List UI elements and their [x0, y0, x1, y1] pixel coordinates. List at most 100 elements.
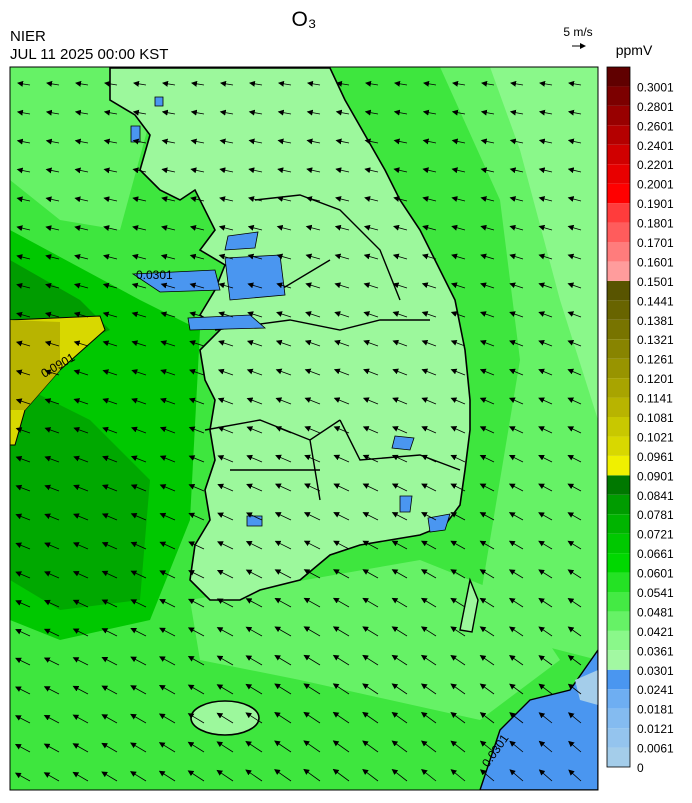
wind-arrow	[274, 740, 292, 753]
low-patch	[130, 96, 451, 533]
wind-arrow	[567, 282, 582, 289]
colorbar-box	[607, 261, 630, 281]
wind-arrow	[303, 512, 321, 521]
wind-arrow	[391, 512, 408, 521]
wind-arrow	[304, 483, 321, 492]
wind-arrow	[450, 397, 466, 405]
wind-arrow	[538, 253, 553, 260]
wind-arrow	[392, 311, 408, 318]
unit: ppmV	[616, 42, 653, 58]
wind-arrow	[16, 311, 31, 318]
wind-arrow	[391, 768, 408, 782]
colorbar-box	[607, 339, 630, 359]
wind-arrow	[538, 282, 553, 289]
wind-arrow	[158, 713, 176, 724]
wind-arrow	[362, 512, 379, 521]
wind-arrow	[422, 138, 437, 145]
wind-arrow	[245, 683, 263, 695]
wind-arrow	[72, 570, 89, 579]
wind-arrow	[246, 339, 263, 347]
wind-arrow	[101, 714, 118, 724]
colorbar-label: 0.1261	[637, 353, 674, 367]
colorbar-box	[607, 475, 630, 495]
wind-arrow	[539, 80, 553, 87]
wind-arrow	[479, 569, 495, 579]
wind-arrow	[219, 80, 234, 87]
wind-arrow	[277, 167, 292, 174]
colorbar-box	[607, 358, 630, 379]
wind-arrow	[44, 369, 60, 376]
wind-arrow	[16, 196, 31, 203]
wind-arrow	[450, 512, 466, 521]
wind-arrow	[450, 311, 466, 318]
wind-arrow	[44, 427, 60, 434]
wind-arrow	[217, 368, 234, 376]
wind-arrow	[103, 138, 118, 145]
wind-arrow	[450, 769, 466, 782]
wind-arrow	[45, 109, 60, 116]
wind-arrow	[567, 483, 582, 492]
wind-arrow	[509, 282, 524, 289]
wind-arrow	[159, 570, 176, 579]
wind-arrow	[364, 80, 379, 87]
map-frame	[9, 66, 599, 791]
wind-arrow	[246, 397, 263, 405]
field-patch	[10, 67, 150, 230]
wind-arrow	[43, 714, 60, 724]
wind-arrow	[72, 657, 89, 666]
wind-arrow	[508, 597, 524, 608]
wind-arrow	[538, 426, 553, 434]
wind-arrow	[217, 426, 234, 434]
wind-arrow	[391, 683, 408, 695]
wind-arrow	[394, 80, 408, 87]
wind-arrow	[189, 282, 205, 289]
wind-arrow	[188, 570, 205, 579]
field-patch	[10, 380, 150, 610]
wind-arrow	[43, 743, 60, 753]
wind-arrow	[274, 655, 292, 666]
wind-arrow	[162, 80, 176, 87]
wind-arrow	[15, 571, 31, 579]
colorbar-label: 0.0781	[637, 508, 674, 522]
wind-arrow	[245, 569, 263, 579]
wind-arrow	[568, 740, 582, 753]
colorbar-label: 0.1201	[637, 372, 674, 386]
wind-arrow	[74, 138, 89, 145]
wind-arrow	[303, 740, 321, 753]
wind-arrow	[102, 455, 118, 463]
wind-arrow	[75, 80, 89, 87]
wind-arrow	[303, 683, 321, 695]
wind-arrow	[245, 769, 263, 782]
wind-arrow	[276, 224, 292, 231]
wind-arrow	[332, 597, 350, 608]
wind-arrow	[452, 80, 466, 87]
wind-arrow	[422, 167, 437, 174]
colorbar: 0 0.0061 0.0121 0.0181 0.0241 0.0301 0.0361 0.0…	[606, 66, 674, 775]
wind-arrow	[420, 569, 437, 579]
wind-arrow	[102, 426, 118, 434]
wind-arrow	[15, 686, 31, 695]
wind-arrow	[567, 512, 582, 521]
wind-arrow	[538, 597, 553, 608]
wind-arrow	[392, 397, 408, 405]
wind-arrow	[248, 109, 263, 116]
wind-arrow	[159, 455, 176, 463]
wind-arrow	[306, 167, 321, 174]
wind-arrow	[187, 713, 205, 724]
wind-arrow	[391, 569, 408, 579]
wind-arrow	[334, 311, 350, 318]
wind-arrow	[15, 456, 31, 463]
colorbar-box	[607, 183, 630, 204]
wind-arrow	[362, 540, 379, 550]
wind-arrow	[538, 712, 553, 724]
wind-arrow	[420, 540, 437, 550]
wind-arrow	[101, 628, 118, 637]
colorbar-box	[607, 300, 630, 320]
wind-arrow	[43, 772, 60, 782]
wind-arrow	[218, 340, 234, 347]
wind-arrow	[275, 368, 292, 376]
wind-arrow	[479, 397, 495, 405]
wind-arrow	[274, 683, 292, 695]
wind-arrow	[480, 253, 495, 260]
wind-arrow	[304, 339, 321, 347]
